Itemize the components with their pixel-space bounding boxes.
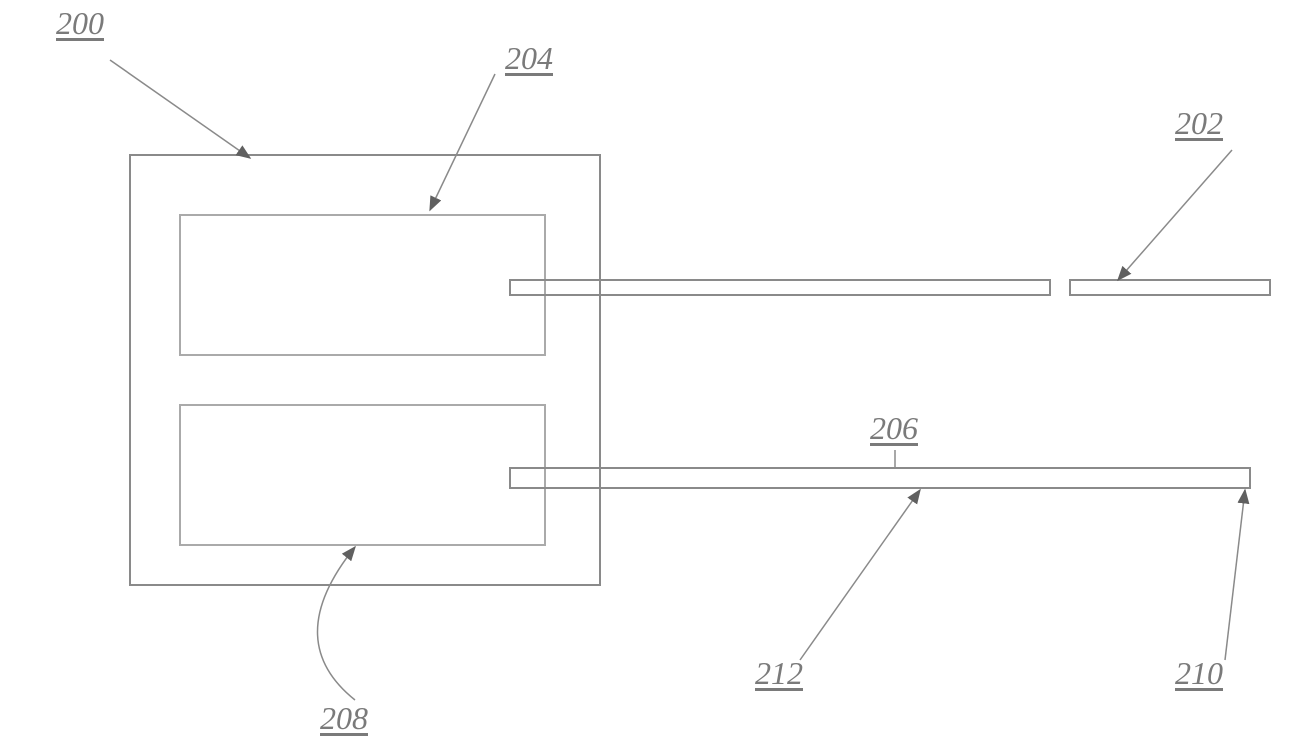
label-204: 204 [505,40,553,77]
bottom-bar [510,468,1250,488]
label-200: 200 [56,5,104,42]
inner-box-bottom [180,405,545,545]
leader-204 [430,74,495,210]
top-bar [510,280,1270,295]
label-202: 202 [1175,105,1223,142]
label-212: 212 [755,655,803,692]
leader-200 [110,60,250,158]
leader-208 [318,547,356,700]
leader-212 [800,490,920,660]
leader-202 [1118,150,1232,280]
label-206: 206 [870,410,918,447]
leader-210 [1225,490,1245,660]
outer-box [130,155,600,585]
schematic-svg [0,0,1306,743]
inner-box-top [180,215,545,355]
label-210: 210 [1175,655,1223,692]
label-208: 208 [320,700,368,737]
